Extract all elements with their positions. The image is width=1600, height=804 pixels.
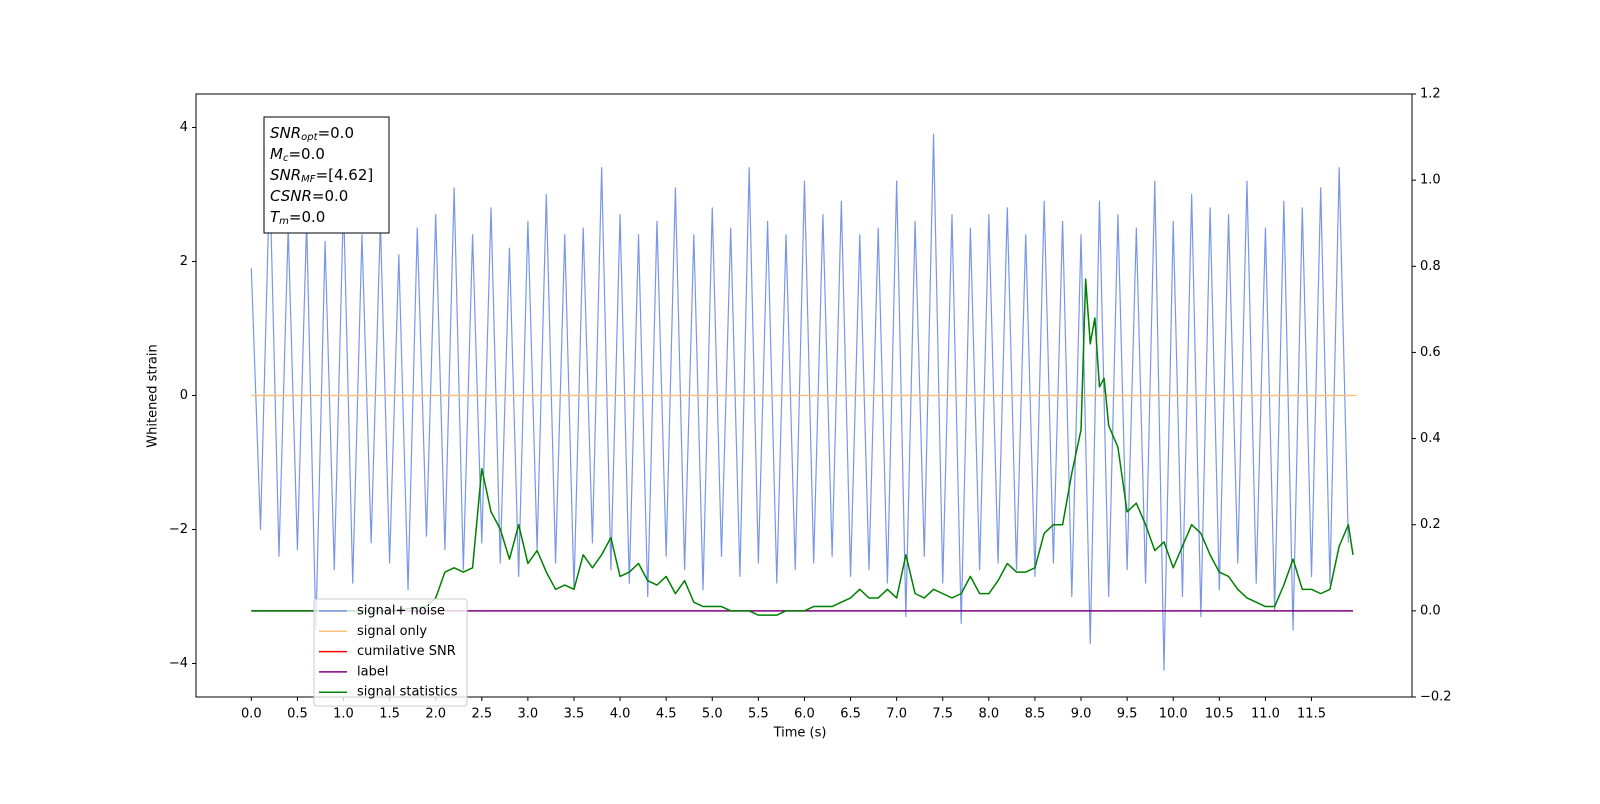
annotation-subscript: MF <box>301 174 316 185</box>
y-tick-label: −4 <box>169 656 188 671</box>
x-tick-label: 3.0 <box>518 707 539 722</box>
annotation-value: =0.0 <box>312 187 348 205</box>
y2-tick-label: 0.0 <box>1420 603 1441 618</box>
annotation-symbol: SNR <box>270 124 301 142</box>
x-tick-label: 8.5 <box>1025 707 1046 722</box>
annotation-line: SNRopt=0.0 <box>270 124 354 144</box>
series-line <box>251 278 1354 616</box>
series-line <box>250 133 1349 671</box>
x-tick-label: 2.0 <box>425 707 446 722</box>
x-tick-label: 5.0 <box>702 707 723 722</box>
x-tick-label: 9.0 <box>1071 707 1092 722</box>
legend-label: signal only <box>357 624 427 639</box>
annotation-value: =[4.62] <box>316 166 374 184</box>
x-tick-label: 6.5 <box>840 707 861 722</box>
legend-label: cumilative SNR <box>357 644 456 659</box>
y2-tick-label: 1.0 <box>1420 173 1441 188</box>
annotation: SNRopt=0.0Mc=0.0SNRMF=[4.62]CSNR=0.0Tm=0… <box>263 116 390 234</box>
y2-tick-label: 0.2 <box>1420 517 1441 532</box>
x-tick-label: 11.0 <box>1251 707 1280 722</box>
x-tick-label: 6.0 <box>794 707 815 722</box>
y2-tick-label: 0.6 <box>1420 345 1441 360</box>
x-tick-label: 3.5 <box>564 707 585 722</box>
annotation-value: =0.0 <box>288 145 324 163</box>
x-tick-label: 0.5 <box>287 707 308 722</box>
y2-tick-label: 0.8 <box>1420 259 1441 274</box>
legend-label: label <box>357 664 388 679</box>
x-tick-label: 7.0 <box>886 707 907 722</box>
x-tick-label: 0.0 <box>241 707 262 722</box>
x-tick-label: 4.0 <box>610 707 631 722</box>
y2-tick-label: 0.4 <box>1420 431 1441 446</box>
y-tick-label: 0 <box>180 388 188 403</box>
annotation-line: Mc=0.0 <box>270 145 325 165</box>
x-tick-label: 4.5 <box>656 707 677 722</box>
annotation-value: =0.0 <box>289 208 325 226</box>
x-tick-label: 1.0 <box>333 707 354 722</box>
annotation-symbol: SNR <box>270 166 301 184</box>
x-axis-label: Time (s) <box>773 726 827 741</box>
legend: signal+ noise signal only cumilative SNR la… <box>313 598 468 707</box>
legend-label: signal+ noise <box>357 604 445 619</box>
x-tick-label: 7.5 <box>932 707 953 722</box>
x-tick-label: 10.0 <box>1159 707 1188 722</box>
annotation-subscript: m <box>279 216 289 227</box>
annotation-line: SNRMF=[4.62] <box>270 166 373 186</box>
annotation-symbol: T <box>270 208 281 226</box>
annotation-subscript: opt <box>301 132 318 143</box>
x-tick-label: 1.5 <box>379 707 400 722</box>
annotation-symbol: CSNR <box>270 187 312 205</box>
y-axis-label: Whitened strain <box>146 344 161 447</box>
y2-tick-label: −0.2 <box>1420 690 1452 705</box>
x-tick-label: 2.5 <box>471 707 492 722</box>
y2-tick-label: 1.2 <box>1420 87 1441 102</box>
annotation-box <box>263 116 390 234</box>
x-tick-label: 9.5 <box>1117 707 1138 722</box>
annotation-subscript: c <box>283 153 289 164</box>
y-tick-label: 4 <box>180 120 188 135</box>
annotation-symbol: M <box>270 145 283 163</box>
legend-box <box>313 598 468 707</box>
y-tick-label: 2 <box>180 254 188 269</box>
y-tick-label: −2 <box>169 522 188 537</box>
legend-label: signal statistics <box>357 685 458 700</box>
x-tick-label: 8.0 <box>978 707 999 722</box>
x-tick-label: 10.5 <box>1205 707 1234 722</box>
x-tick-label: 11.5 <box>1297 707 1326 722</box>
annotation-line: Tm=0.0 <box>270 208 325 228</box>
annotation-line: CSNR=0.0 <box>270 187 348 205</box>
annotation-value: =0.0 <box>318 124 354 142</box>
x-tick-label: 5.5 <box>748 707 769 722</box>
